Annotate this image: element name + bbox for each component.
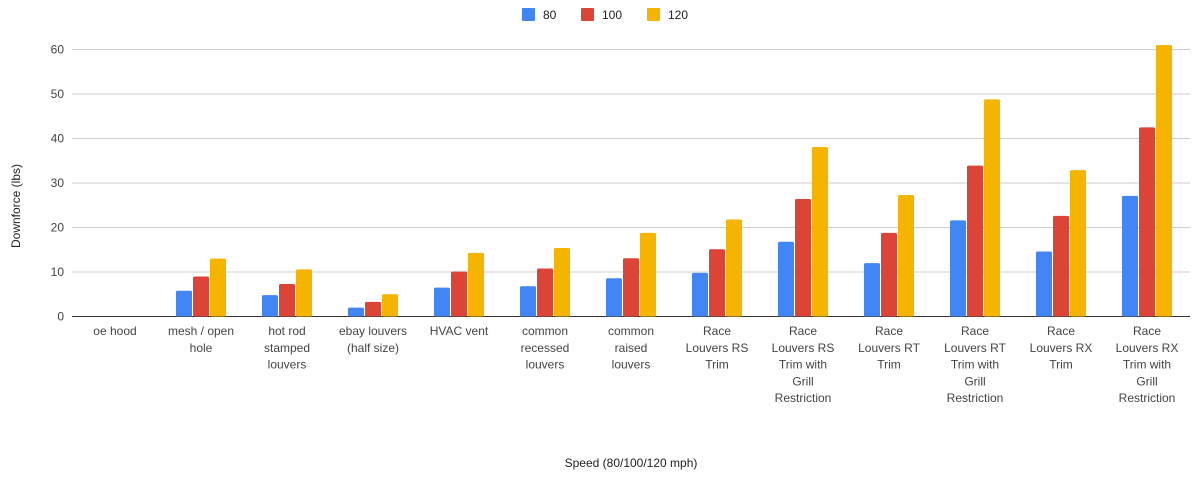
- x-tick-label: Race Louvers RT Trim with Grill Restriction: [944, 324, 1006, 405]
- bar-100-12: [1139, 127, 1155, 317]
- bar-80-7: [692, 272, 708, 317]
- bar-100-10: [967, 165, 983, 317]
- x-tick-label: oe hood: [93, 324, 136, 338]
- bar-100-5: [537, 268, 553, 317]
- legend-label-100: 100: [602, 8, 622, 22]
- bar-80-8: [778, 241, 794, 317]
- bar-120-8: [812, 146, 828, 317]
- bar-120-1: [210, 258, 226, 317]
- x-tick-label: common recessed louvers: [521, 324, 570, 372]
- y-axis-label: Downforce (lbs): [9, 164, 23, 248]
- bar-120-7: [726, 219, 742, 317]
- bar-120-5: [554, 247, 570, 317]
- bar-80-12: [1122, 195, 1138, 317]
- x-tick-label: Race Louvers RT Trim: [858, 324, 920, 372]
- bar-80-2: [262, 295, 278, 317]
- y-tick-label: 0: [57, 310, 64, 324]
- bar-80-5: [520, 286, 536, 317]
- y-axis-ticks: 0 10 20 30 40 50 60: [51, 43, 65, 324]
- x-tick-label: Race Louvers RS Trim with Grill Restriction: [772, 324, 835, 405]
- legend-swatch-120: [647, 8, 660, 21]
- bar-120-9: [898, 195, 914, 317]
- bars: [176, 45, 1172, 317]
- y-tick-label: 30: [51, 176, 65, 190]
- bar-80-4: [434, 287, 450, 317]
- x-tick-label: Race Louvers RX Trim: [1030, 324, 1093, 372]
- bar-100-3: [365, 301, 381, 317]
- y-tick-label: 20: [51, 221, 65, 235]
- bar-100-11: [1053, 215, 1069, 317]
- bar-80-10: [950, 220, 966, 317]
- legend: 80 100 120: [522, 8, 688, 22]
- x-tick-label: Race Louvers RS Trim: [686, 324, 749, 372]
- bar-80-9: [864, 263, 880, 317]
- bar-100-6: [623, 258, 639, 317]
- bar-120-2: [296, 269, 312, 317]
- bar-100-1: [193, 276, 209, 317]
- x-tick-label: HVAC vent: [430, 324, 489, 338]
- bar-120-3: [382, 294, 398, 317]
- bar-80-11: [1036, 251, 1052, 317]
- x-tick-label: mesh / open hole: [168, 324, 234, 355]
- bar-120-4: [468, 252, 484, 317]
- bar-100-9: [881, 232, 897, 317]
- legend-swatch-100: [581, 8, 594, 21]
- x-tick-label: Race Louvers RX Trim with Grill Restriction: [1116, 324, 1179, 405]
- bar-120-11: [1070, 170, 1086, 317]
- bar-100-7: [709, 249, 725, 317]
- x-axis-label: Speed (80/100/120 mph): [565, 456, 698, 470]
- legend-label-80: 80: [543, 8, 557, 22]
- y-tick-label: 10: [51, 265, 65, 279]
- bar-80-6: [606, 278, 622, 317]
- x-tick-label: hot rod stamped louvers: [264, 324, 310, 372]
- bar-100-4: [451, 271, 467, 317]
- bar-80-3: [348, 307, 364, 317]
- x-tick-label: ebay louvers (half size): [339, 324, 407, 355]
- legend-label-120: 120: [668, 8, 688, 22]
- y-tick-label: 40: [51, 132, 65, 146]
- bar-120-12: [1156, 45, 1172, 317]
- y-tick-label: 50: [51, 87, 65, 101]
- bar-80-1: [176, 290, 192, 317]
- bar-120-10: [984, 99, 1000, 317]
- bar-100-8: [795, 199, 811, 317]
- x-axis-ticks: oe hood mesh / open hole hot rod stamped louv…: [93, 324, 1178, 405]
- bar-120-6: [640, 232, 656, 317]
- legend-swatch-80: [522, 8, 535, 21]
- x-tick-label: common raised louvers: [608, 324, 654, 372]
- bar-100-2: [279, 284, 295, 317]
- gridlines: [72, 49, 1190, 317]
- y-tick-label: 60: [51, 43, 65, 57]
